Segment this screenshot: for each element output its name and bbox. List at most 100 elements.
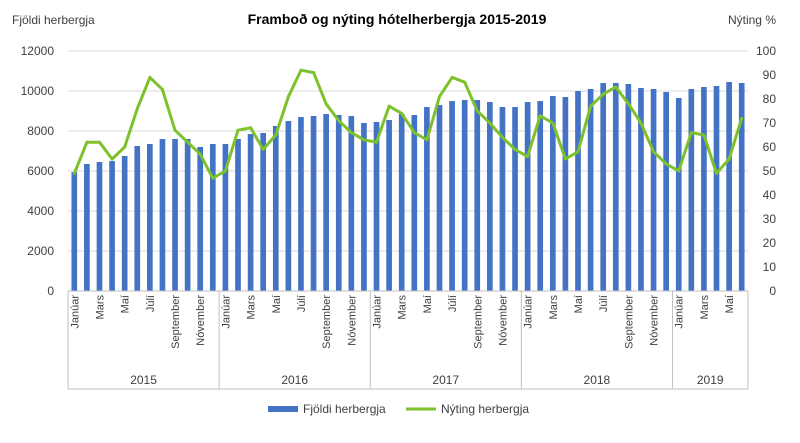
x-month-label: Nóvember bbox=[346, 295, 358, 346]
line-point bbox=[249, 126, 253, 130]
bar bbox=[524, 102, 531, 291]
legend: Fjöldi herbergja Nýting herbergja bbox=[268, 402, 529, 416]
x-month-label: Janúar bbox=[220, 295, 232, 329]
bar bbox=[285, 121, 292, 291]
bar bbox=[587, 89, 594, 291]
y-left-tick-label: 4000 bbox=[27, 204, 54, 218]
y-right-tick-label: 30 bbox=[763, 212, 777, 226]
bar bbox=[424, 107, 430, 291]
line-point bbox=[614, 85, 618, 89]
x-month-label: Mars bbox=[548, 295, 560, 320]
bar bbox=[474, 100, 481, 291]
bar bbox=[209, 144, 216, 291]
bar bbox=[663, 92, 669, 291]
line-point bbox=[198, 152, 202, 156]
bar bbox=[675, 98, 682, 291]
bar-series-rooms bbox=[71, 82, 745, 291]
bar bbox=[348, 116, 355, 291]
line-point bbox=[437, 95, 441, 99]
line-point bbox=[337, 119, 341, 123]
x-month-label: Janúar bbox=[674, 295, 686, 329]
x-month-label: Júlí bbox=[145, 295, 157, 312]
line-point bbox=[500, 135, 504, 139]
x-month-label: Mars bbox=[397, 295, 409, 320]
bar bbox=[487, 102, 493, 291]
y-axis-right-label: Nýting % bbox=[728, 13, 776, 27]
bar bbox=[398, 114, 405, 291]
line-point bbox=[110, 157, 114, 161]
y-left-tick-label: 0 bbox=[47, 284, 54, 298]
bar bbox=[575, 91, 581, 291]
bar bbox=[688, 89, 695, 291]
bar bbox=[197, 147, 204, 291]
x-axis: Janúar Mars Maí Júlí September Nóvember 2015 Ja… bbox=[67, 290, 749, 390]
bar bbox=[449, 101, 455, 291]
line-point bbox=[551, 121, 555, 125]
bar bbox=[147, 144, 153, 291]
x-month-label: Mars bbox=[95, 295, 107, 320]
line-point bbox=[286, 95, 290, 99]
line-point bbox=[324, 102, 328, 106]
y-axis-left-label: Fjöldi herbergja bbox=[12, 13, 95, 27]
x-year-label: 2016 bbox=[281, 373, 308, 387]
line-point bbox=[274, 133, 278, 137]
y-right-tick-label: 70 bbox=[763, 116, 777, 130]
line-point bbox=[148, 75, 152, 79]
x-year-label: 2018 bbox=[584, 373, 611, 387]
bar bbox=[562, 97, 569, 291]
line-point bbox=[160, 87, 164, 91]
x-month-label: Janúar bbox=[523, 295, 535, 329]
line-point bbox=[135, 107, 139, 111]
bar bbox=[512, 107, 518, 291]
line-point bbox=[727, 157, 731, 161]
line-point bbox=[664, 162, 668, 166]
bar bbox=[600, 83, 607, 291]
x-month-label: Júlí bbox=[598, 295, 610, 312]
line-point bbox=[72, 171, 76, 175]
line-point bbox=[412, 131, 416, 135]
bar bbox=[549, 96, 556, 291]
line-point bbox=[626, 102, 630, 106]
line-point bbox=[689, 131, 693, 135]
bar bbox=[260, 133, 267, 291]
line-point bbox=[475, 109, 479, 113]
y-right-tick-label: 40 bbox=[763, 188, 777, 202]
bar bbox=[272, 126, 279, 291]
x-year-label: 2019 bbox=[697, 373, 724, 387]
x-month-label: Nóvember bbox=[649, 295, 661, 346]
y-right-tick-label: 60 bbox=[763, 140, 777, 154]
line-point bbox=[463, 80, 467, 84]
bar bbox=[247, 134, 254, 291]
x-month-label: September bbox=[623, 295, 635, 349]
chart-title: Framboð og nýting hótelherbergja 2015-20… bbox=[248, 11, 547, 27]
bar bbox=[96, 162, 103, 291]
line-point bbox=[563, 157, 567, 161]
x-month-label: September bbox=[321, 295, 333, 349]
bar bbox=[323, 114, 329, 291]
bar bbox=[298, 117, 304, 291]
line-point bbox=[211, 176, 215, 180]
bar bbox=[411, 115, 418, 291]
x-month-label: Maí bbox=[271, 295, 283, 313]
x-month-label: Maí bbox=[422, 295, 434, 313]
x-month-label: Maí bbox=[573, 295, 585, 313]
line-point bbox=[702, 133, 706, 137]
gridlines bbox=[68, 50, 748, 292]
x-month-label: Mars bbox=[246, 295, 258, 320]
line-point bbox=[513, 147, 517, 151]
bar bbox=[235, 139, 241, 291]
legend-label-occupancy: Nýting herbergja bbox=[441, 402, 529, 416]
line-point bbox=[526, 155, 530, 159]
y-left-tick-label: 8000 bbox=[27, 124, 54, 138]
bar bbox=[172, 139, 178, 291]
line-point bbox=[538, 114, 542, 118]
line-point bbox=[589, 104, 593, 108]
x-month-label: Maí bbox=[724, 295, 736, 313]
line-point bbox=[261, 147, 265, 151]
line-point bbox=[387, 104, 391, 108]
bar bbox=[84, 164, 90, 291]
y-left-tick-label: 2000 bbox=[27, 244, 54, 258]
bar bbox=[537, 101, 544, 291]
y-right-tick-label: 90 bbox=[763, 68, 777, 82]
x-month-label: Nóvember bbox=[497, 295, 509, 346]
